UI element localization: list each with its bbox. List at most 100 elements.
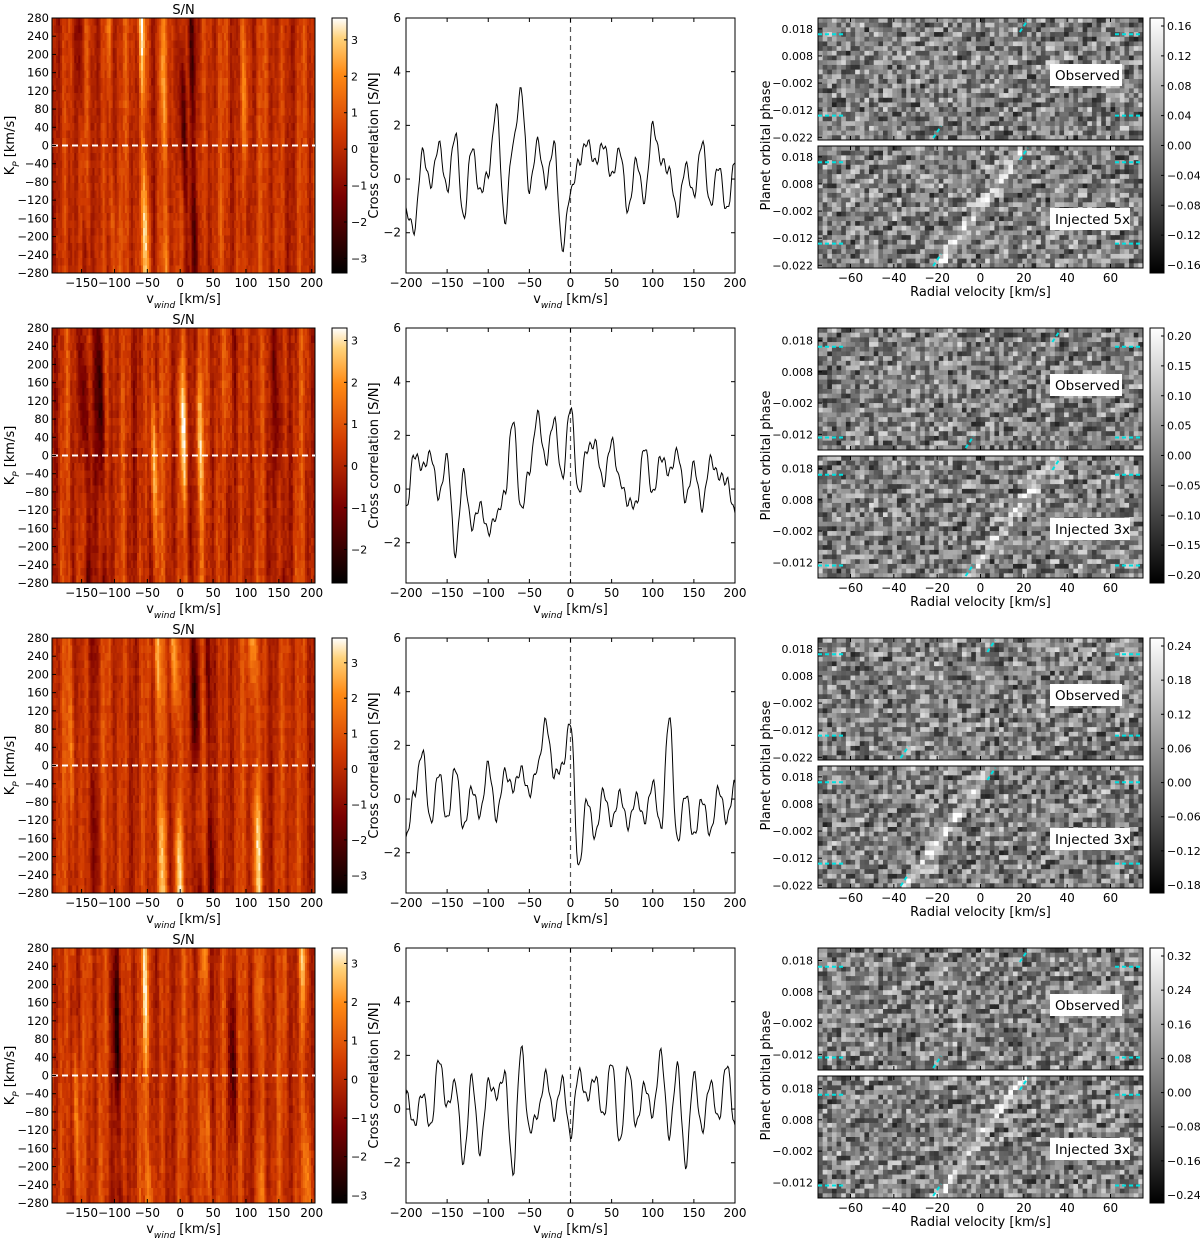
trail-cell (845, 41, 851, 47)
sn-cell (62, 85, 65, 94)
sn-cell (132, 123, 136, 132)
sn-cell (217, 228, 221, 237)
trail-cell (934, 46, 940, 52)
sn-cell (215, 130, 219, 139)
sn-cell (84, 235, 87, 244)
sn-cell (268, 250, 272, 259)
sn-cell (110, 70, 114, 79)
sn-cell (236, 250, 239, 259)
sn-cell (290, 25, 294, 34)
sn-cell (52, 40, 55, 49)
sn-cell (80, 198, 83, 207)
trail-cell (961, 18, 968, 24)
sn-cell (175, 190, 179, 199)
sn-cell (209, 160, 213, 169)
sn-cell (167, 93, 170, 102)
sn-cell (106, 145, 110, 154)
sn-cell (276, 70, 280, 79)
sn-cell (248, 198, 251, 207)
sn-cell (56, 115, 59, 124)
sn-cell (183, 33, 187, 42)
sn-cell (92, 108, 96, 117)
sn-cell (248, 78, 251, 87)
sn-cell (153, 108, 156, 117)
sn-cell (151, 85, 154, 94)
sn-cell (60, 205, 63, 214)
sn-cell (230, 265, 233, 273)
trail-cell (1124, 41, 1130, 47)
sn-cell (86, 190, 90, 199)
sn-cell (72, 85, 75, 94)
sn-cell (165, 205, 168, 214)
sn-cell (183, 63, 187, 72)
sn-cell (80, 190, 83, 199)
sn-cell (219, 220, 223, 229)
sn-cell (199, 78, 203, 87)
sn-cell (244, 78, 247, 87)
sn-cell (244, 100, 247, 109)
sn-cell (147, 250, 150, 259)
sn-cell (151, 153, 154, 162)
sn-cell (264, 70, 268, 79)
sn-cell (54, 220, 57, 229)
sn-cell (132, 130, 136, 139)
sn-cell (82, 55, 85, 64)
sn-cell (175, 235, 179, 244)
sn-cell (298, 18, 302, 27)
sn-cell (254, 48, 257, 57)
sn-cell (82, 145, 85, 154)
sn-cell (248, 93, 251, 102)
sn-cell (118, 130, 122, 139)
sn-ytick-label: 160 (27, 66, 49, 80)
sn-cell (225, 130, 229, 139)
sn-cell (205, 33, 209, 42)
sn-cell (118, 108, 122, 117)
sn-cell (298, 40, 302, 49)
sn-cell (84, 93, 87, 102)
sn-cell (110, 175, 114, 184)
sn-cell (92, 33, 96, 42)
sn-cell (258, 100, 261, 109)
sn-cell (270, 160, 274, 169)
sn-cell (179, 85, 183, 94)
sn-cell (280, 183, 284, 192)
sn-cell (189, 108, 193, 117)
sn-cell (205, 25, 209, 34)
sn-cell (62, 205, 65, 214)
sn-cell (76, 40, 79, 49)
sn-cell (300, 205, 304, 214)
sn-cell (143, 205, 146, 214)
trail-cell (1045, 22, 1051, 28)
sn-cell (304, 235, 308, 244)
sn-cell (189, 190, 193, 199)
sn-cell (118, 100, 122, 109)
sn-cell (124, 93, 128, 102)
sn-cell (70, 93, 73, 102)
trail-cell (892, 18, 898, 24)
sn-cell (116, 85, 120, 94)
sn-cell (181, 48, 185, 57)
sn-cell (290, 93, 294, 102)
sn-cell (90, 145, 94, 154)
sn-cell (236, 18, 239, 27)
sn-cell (242, 228, 245, 237)
sn-cell (294, 78, 298, 87)
sn-cell (138, 33, 142, 42)
sn-cell (66, 115, 69, 124)
sn-cell (246, 235, 249, 244)
sn-cell (195, 40, 199, 49)
sn-cell (60, 190, 63, 199)
sn-cell (225, 183, 229, 192)
sn-cell (155, 55, 158, 64)
sn-cell (141, 40, 144, 49)
sn-cell (68, 250, 71, 259)
trail-cell (999, 22, 1005, 28)
sn-cell (130, 130, 134, 139)
sn-cell (94, 130, 98, 139)
sn-cell (74, 85, 77, 94)
sn-cell (143, 93, 146, 102)
sn-cell (179, 198, 183, 207)
sn-cell (100, 40, 104, 49)
sn-cell (258, 168, 261, 177)
sn-cell (138, 183, 142, 192)
